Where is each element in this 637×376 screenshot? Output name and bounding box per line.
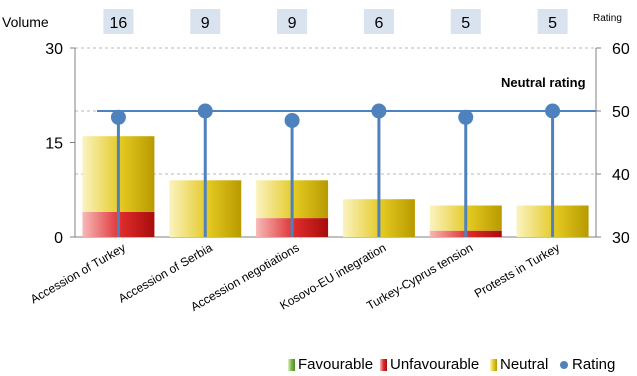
neutral-rating-label: Neutral rating xyxy=(501,75,586,90)
rating-dot xyxy=(371,103,387,119)
volume-box xyxy=(190,9,221,34)
legend-item-neutral: Neutral xyxy=(490,356,548,373)
right-axis-ticks: 30 40 50 60 xyxy=(596,41,630,247)
volume-box xyxy=(277,9,308,34)
legend-swatch-favourable xyxy=(288,358,295,371)
rating-header-label: Rating xyxy=(593,13,622,24)
right-tick-label: 50 xyxy=(612,104,630,121)
legend-label-unfavourable: Unfavourable xyxy=(390,356,480,373)
legend-item-favourable: Favourable xyxy=(288,356,373,373)
right-tick-label: 40 xyxy=(612,167,630,184)
left-tick-label: 15 xyxy=(45,136,63,153)
legend-item-unfavourable: Unfavourable xyxy=(380,356,479,373)
rating-markers xyxy=(110,103,561,128)
volume-value: 5 xyxy=(548,15,557,32)
rating-dot xyxy=(197,103,213,119)
left-tick-label: 0 xyxy=(54,230,63,247)
volume-row: 16 9 9 6 5 5 xyxy=(103,9,568,34)
legend-label-favourable: Favourable xyxy=(298,356,374,373)
volume-value: 16 xyxy=(110,15,128,32)
volume-value: 9 xyxy=(288,15,297,32)
rating-dot xyxy=(545,103,561,119)
legend-label-neutral: Neutral xyxy=(500,356,549,373)
rating-dot xyxy=(284,112,300,128)
legend-label-rating: Rating xyxy=(572,356,616,373)
volume-value: 6 xyxy=(374,15,383,32)
volume-value: 9 xyxy=(201,15,210,32)
rating-dot xyxy=(110,109,126,125)
volume-box xyxy=(450,9,481,34)
volume-value: 5 xyxy=(461,15,470,32)
category-label: Protests in Turkey xyxy=(472,240,562,300)
legend-swatch-neutral xyxy=(490,358,497,371)
legend-item-rating: Rating xyxy=(560,356,615,373)
right-tick-label: 30 xyxy=(612,230,630,247)
bars xyxy=(82,136,589,237)
category-label: Accession of Turkey xyxy=(28,240,128,306)
legend-marker-rating xyxy=(560,360,568,369)
left-axis-ticks: 0 15 30 xyxy=(45,41,75,247)
volume-header-label: Volume xyxy=(2,14,49,30)
volume-box xyxy=(363,9,394,34)
volume-box xyxy=(103,9,134,34)
rating-dot xyxy=(458,109,474,125)
rating-stems xyxy=(116,111,555,237)
legend-swatch-unfavourable xyxy=(380,358,387,371)
left-tick-label: 30 xyxy=(45,41,63,58)
right-tick-label: 60 xyxy=(612,41,630,58)
legend: Favourable Unfavourable Neutral Rating xyxy=(0,356,637,376)
volume-box xyxy=(537,9,568,34)
